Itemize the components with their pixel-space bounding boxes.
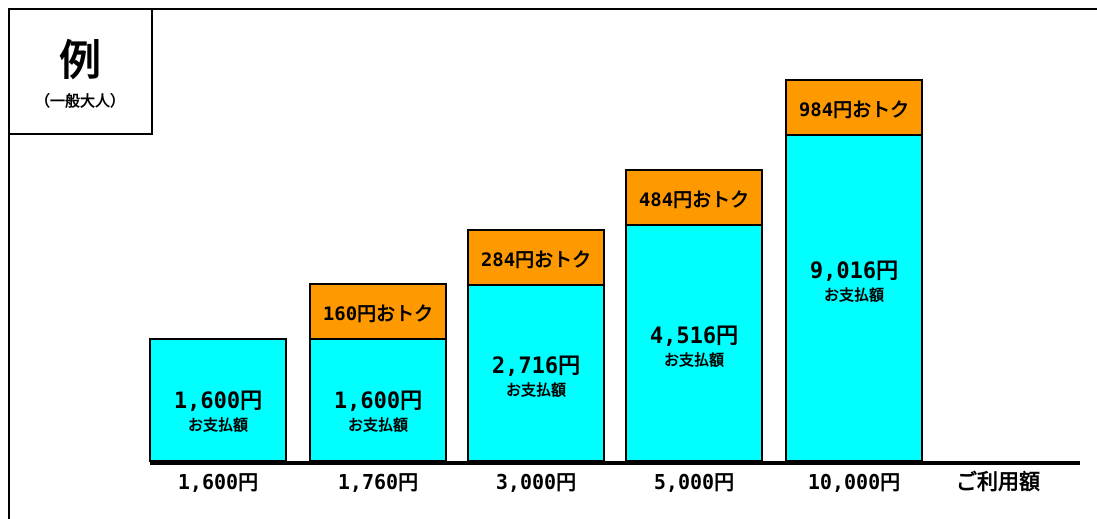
paid-sublabel-2: お支払額 xyxy=(506,381,566,399)
bar-paid-1 xyxy=(309,338,447,462)
tick-labels: 1,600円 1,760円 3,000円 5,000円 10,000円 xyxy=(178,470,900,494)
paid-amount-label-3: 4,516円 xyxy=(650,324,738,349)
paid-amount-label-4: 9,016円 xyxy=(810,259,898,284)
bar-paid-3 xyxy=(625,224,763,462)
bars-group: 1,600円お支払額160円おトク1,600円お支払額284円おトク2,716円… xyxy=(149,79,923,462)
tick-label-2: 3,000円 xyxy=(496,470,576,494)
bar-paid-4 xyxy=(785,134,923,462)
bar-paid-0 xyxy=(149,338,287,462)
savings-label-4: 984円おトク xyxy=(799,99,909,121)
axis-label: ご利用額 xyxy=(956,470,1040,494)
tick-label-3: 5,000円 xyxy=(654,470,734,494)
tick-label-4: 10,000円 xyxy=(808,470,900,494)
tick-label-0: 1,600円 xyxy=(178,470,258,494)
savings-label-2: 284円おトク xyxy=(481,249,591,271)
savings-label-1: 160円おトク xyxy=(323,303,433,325)
tick-label-1: 1,760円 xyxy=(338,470,418,494)
bar-savings-2 xyxy=(467,229,605,286)
paid-amount-label-0: 1,600円 xyxy=(174,389,262,414)
paid-sublabel-0: お支払額 xyxy=(188,416,248,434)
bar-savings-1 xyxy=(309,283,447,340)
legend-box: 例 （一般大人） xyxy=(8,8,153,135)
paid-sublabel-4: お支払額 xyxy=(824,286,884,304)
bar-paid-2 xyxy=(467,284,605,462)
paid-amount-label-1: 1,600円 xyxy=(334,389,422,414)
legend-title: 例 xyxy=(59,36,101,85)
paid-sublabel-3: お支払額 xyxy=(664,351,724,369)
legend-box-frame xyxy=(8,8,153,135)
paid-sublabel-1: お支払額 xyxy=(348,416,408,434)
paid-amount-label-2: 2,716円 xyxy=(492,354,580,379)
legend-subtitle: （一般大人） xyxy=(35,92,125,110)
bar-savings-4 xyxy=(785,79,923,136)
bar-savings-3 xyxy=(625,169,763,226)
savings-label-3: 484円おトク xyxy=(639,189,749,211)
